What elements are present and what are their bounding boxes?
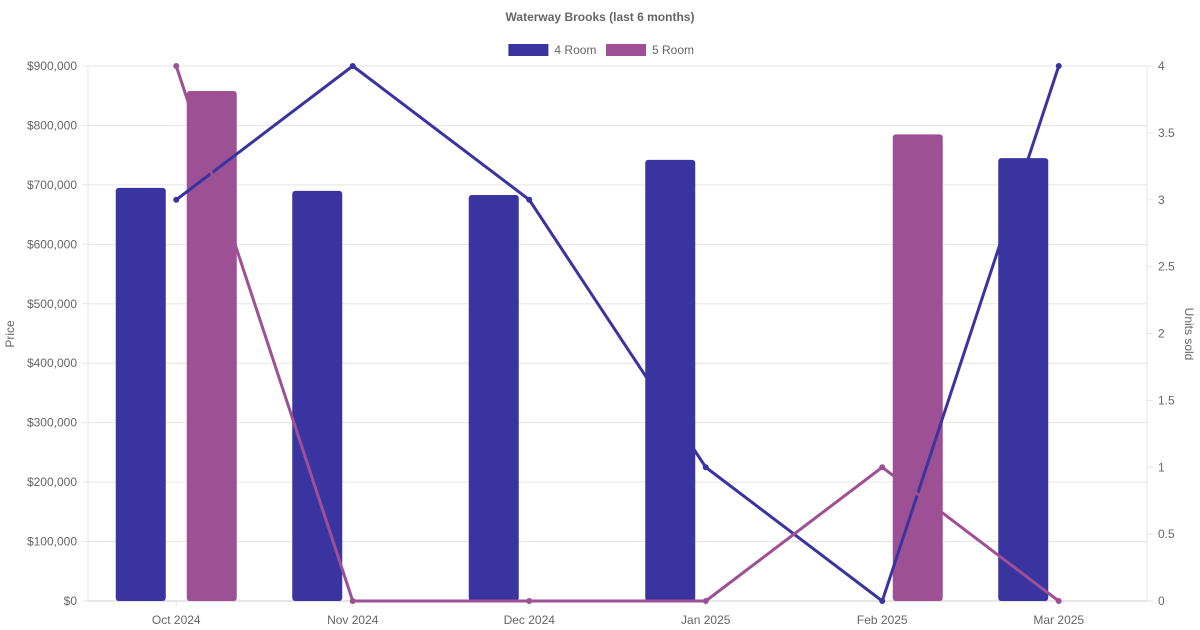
legend-label: 4 Room <box>554 43 596 57</box>
legend-label: 5 Room <box>652 43 694 57</box>
bar-5-room <box>892 134 943 601</box>
left-tick-label: $500,000 <box>27 297 77 311</box>
left-tick-label: $900,000 <box>27 59 77 73</box>
point-5-room <box>702 598 709 604</box>
left-tick-label: $700,000 <box>27 178 77 192</box>
line-series <box>173 63 1062 604</box>
left-y-axis: $0 $100,000 $200,000 $300,000 $400,000 $500,0… <box>27 59 88 608</box>
gridlines <box>87 65 1148 602</box>
right-tick-label: 4 <box>1158 59 1165 73</box>
right-y-axis: 0 0.5 1 1.5 2 2.5 3 3.5 4 <box>1147 59 1175 608</box>
left-tick-label: $400,000 <box>27 356 77 370</box>
bar-5-room <box>186 90 237 601</box>
left-tick-label: $100,000 <box>27 535 77 549</box>
point-4-room <box>879 598 886 604</box>
point-4-room <box>526 196 533 203</box>
point-5-room <box>349 598 356 604</box>
right-tick-label: 1.5 <box>1158 393 1175 407</box>
point-4-room <box>349 63 356 69</box>
x-tick-label: Dec 2024 <box>504 613 556 627</box>
legend-swatch <box>508 44 549 56</box>
right-tick-label: 3 <box>1158 193 1165 207</box>
bar-4-room <box>115 187 166 601</box>
right-tick-label: 2.5 <box>1158 260 1175 274</box>
right-tick-label: 3.5 <box>1158 126 1175 140</box>
right-axis-title: Units sold <box>1182 308 1196 361</box>
line-4-room <box>175 64 1061 603</box>
bar-4-room <box>645 159 696 601</box>
right-tick-label: 0 <box>1158 594 1165 608</box>
left-axis-title: Price <box>3 320 17 348</box>
x-axis: Oct 2024 Nov 2024 Dec 2024 Jan 2025 Feb 2025… <box>88 600 1147 627</box>
right-tick-label: 1 <box>1158 460 1165 474</box>
x-tick-label: Jan 2025 <box>681 613 731 627</box>
bar-4-room <box>468 194 519 601</box>
point-4-room <box>702 464 709 471</box>
legend: 4 Room 5 Room <box>508 43 694 57</box>
bar-4-room <box>292 190 343 602</box>
chart-title: Waterway Brooks (last 6 months) <box>506 10 695 24</box>
x-tick-label: Mar 2025 <box>1033 613 1084 627</box>
point-5-room <box>879 464 886 471</box>
left-tick-label: $300,000 <box>27 416 77 430</box>
left-tick-label: $0 <box>64 594 78 608</box>
point-5-room <box>1055 598 1062 604</box>
left-tick-label: $200,000 <box>27 475 77 489</box>
x-tick-label: Nov 2024 <box>327 613 379 627</box>
legend-swatch <box>606 44 646 56</box>
line-5-room <box>174 65 1060 603</box>
bar-4-room <box>998 158 1049 601</box>
x-tick-label: Feb 2025 <box>857 613 908 627</box>
point-5-room <box>526 598 533 604</box>
point-4-room <box>173 196 180 203</box>
point-5-room <box>173 63 180 69</box>
point-4-room <box>1055 63 1062 69</box>
left-tick-label: $600,000 <box>27 237 77 251</box>
right-tick-label: 0.5 <box>1158 527 1175 541</box>
bar-series <box>115 90 1049 602</box>
right-tick-label: 2 <box>1158 327 1165 341</box>
x-tick-label: Oct 2024 <box>152 613 201 627</box>
left-tick-label: $800,000 <box>27 118 77 132</box>
